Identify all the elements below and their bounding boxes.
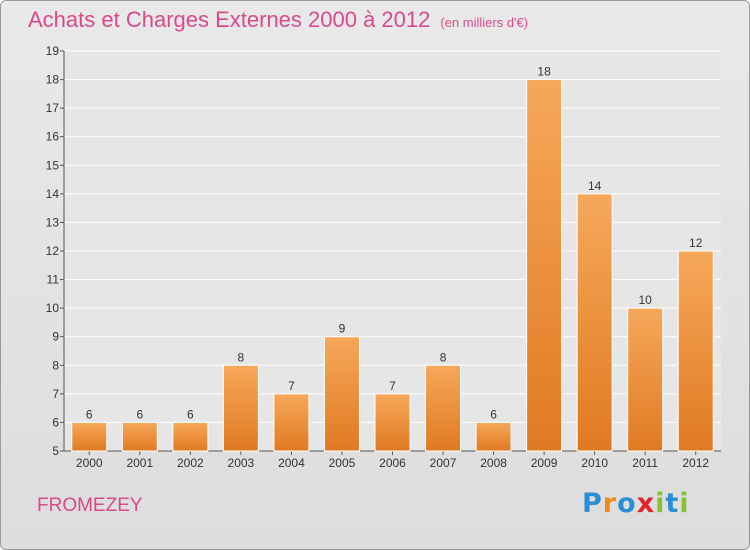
- data-label: 8: [238, 350, 245, 364]
- y-tick-label: 15: [46, 158, 60, 172]
- y-tick-label: 17: [46, 101, 60, 115]
- chart-subtitle: (en milliers d'€): [440, 15, 529, 30]
- bar: [627, 307, 664, 452]
- data-label: 7: [389, 379, 396, 393]
- data-label: 18: [537, 65, 551, 79]
- data-label: 6: [187, 407, 194, 421]
- bar: [677, 250, 714, 452]
- data-label: 10: [639, 293, 653, 307]
- data-label: 8: [440, 350, 447, 364]
- logo-letter: P: [582, 488, 603, 519]
- x-tick-label: 2005: [329, 456, 356, 470]
- y-tick-label: 14: [46, 187, 60, 201]
- data-label: 14: [588, 179, 602, 193]
- y-tick-label: 5: [52, 444, 59, 458]
- x-tick-label: 2003: [228, 456, 255, 470]
- logo-letter: r: [602, 488, 618, 519]
- data-label: 6: [86, 407, 93, 421]
- x-tick-label: 2012: [682, 456, 709, 470]
- axes: 5 6 7 8 9 10 11 12 13 14 15 16 17 18 19 2000 2001 2002 200…: [46, 44, 721, 470]
- bars: [71, 79, 714, 452]
- logo-letter: i: [655, 488, 666, 519]
- x-tick-label: 2004: [278, 456, 305, 470]
- data-label: 6: [490, 407, 497, 421]
- x-tick-label: 2000: [76, 456, 103, 470]
- logo-letter: t: [665, 488, 680, 519]
- x-tick-label: 2007: [430, 456, 457, 470]
- y-tick-label: 16: [46, 130, 60, 144]
- location-name: FROMEZEY: [37, 495, 143, 516]
- bar: [121, 421, 158, 452]
- bar: [576, 193, 613, 452]
- y-tick-label: 12: [46, 244, 60, 258]
- y-tick-label: 6: [52, 415, 59, 429]
- data-label: 6: [136, 407, 143, 421]
- y-tick-label: 11: [47, 273, 60, 287]
- y-tick-label: 8: [52, 358, 59, 372]
- logo-letter: o: [617, 488, 637, 519]
- bar: [222, 364, 259, 452]
- y-tick-label: 18: [46, 73, 60, 87]
- data-labels: 6 6 6 8 7 9 7 8 6 18 14 10 12: [86, 65, 703, 422]
- logo-letter: i: [679, 488, 690, 519]
- bar: [172, 421, 209, 452]
- bar: [475, 421, 512, 452]
- bar: [71, 421, 108, 452]
- bar: [425, 364, 462, 452]
- y-tick-label: 7: [52, 387, 59, 401]
- x-tick-label: 2002: [177, 456, 204, 470]
- x-tick-label: 2008: [480, 456, 507, 470]
- bar: [526, 79, 563, 452]
- y-tick-label: 10: [46, 301, 60, 315]
- x-tick-label: 2006: [379, 456, 406, 470]
- x-tick-label: 2011: [632, 456, 658, 470]
- x-tick-label: 2009: [531, 456, 558, 470]
- chart-title: Achats et Charges Externes 2000 à 2012 (e…: [28, 7, 528, 33]
- y-tick-label: 19: [46, 44, 60, 58]
- bar: [273, 393, 310, 452]
- x-tick-label: 2001: [126, 456, 153, 470]
- y-tick-label: 9: [52, 330, 59, 344]
- y-tick-label: 13: [46, 215, 60, 229]
- bar: [323, 336, 360, 452]
- data-label: 12: [689, 236, 703, 250]
- bar: [374, 393, 411, 452]
- x-tick-label: 2010: [581, 456, 608, 470]
- data-label: 7: [288, 379, 295, 393]
- chart-title-text: Achats et Charges Externes 2000 à 2012: [28, 7, 431, 32]
- data-label: 9: [339, 322, 346, 336]
- logo-letter: x: [636, 488, 656, 519]
- proxiti-logo: Proxiti: [582, 488, 690, 519]
